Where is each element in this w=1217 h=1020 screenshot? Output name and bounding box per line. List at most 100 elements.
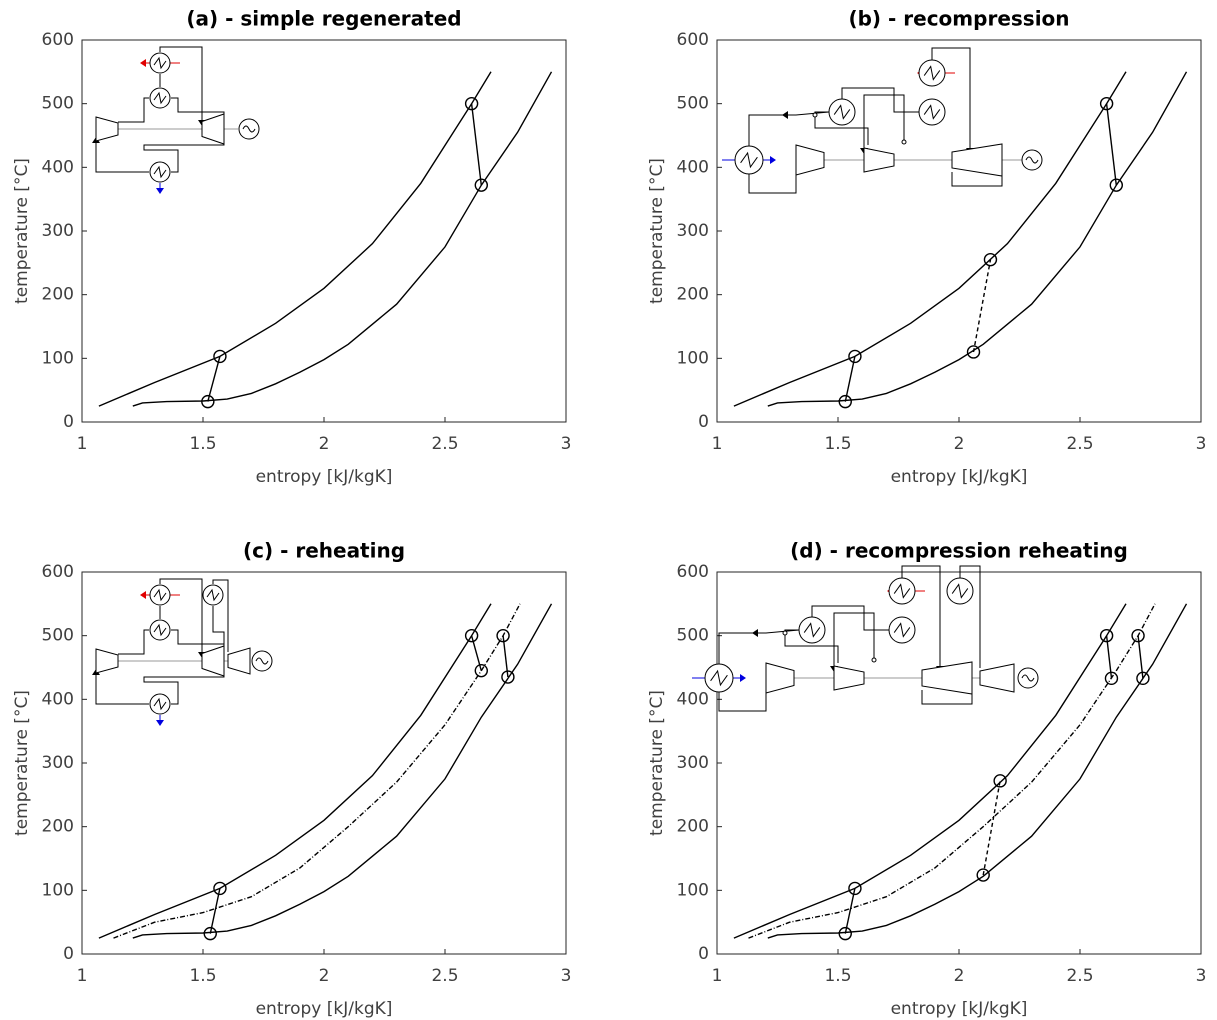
state-point <box>1099 96 1114 111</box>
y-tick-label: 600 <box>42 562 74 582</box>
series-line <box>502 635 509 678</box>
turbine <box>201 645 225 677</box>
turbine <box>921 661 973 695</box>
plot-area <box>716 571 1202 955</box>
state-point <box>213 881 227 896</box>
state-point <box>464 628 479 643</box>
y-tick-label: 300 <box>677 753 709 773</box>
x-tick-label: 2 <box>319 434 330 454</box>
x-tick-label: 1 <box>77 966 88 986</box>
series-line <box>972 259 992 353</box>
heat-exchanger-coil <box>153 91 167 105</box>
x-tick-label: 1 <box>712 966 723 986</box>
state-point <box>496 628 510 643</box>
pipe <box>748 172 797 194</box>
state-point <box>501 670 515 684</box>
turbine <box>979 663 1015 693</box>
cycle-schematic <box>692 565 1039 712</box>
flow-arrow <box>156 188 164 194</box>
y-tick-label: 0 <box>698 944 709 964</box>
x-axis-label: entropy [kJ/kgK] <box>891 999 1028 1019</box>
x-tick-label: 2 <box>954 966 965 986</box>
y-tick-label: 500 <box>42 626 74 646</box>
series-line <box>844 356 856 402</box>
compressor <box>95 648 119 674</box>
y-axis-label: temperature [°C] <box>647 690 667 836</box>
heat-exchanger-coil <box>710 669 728 687</box>
y-tick-label: 200 <box>677 817 709 837</box>
pipe <box>95 140 149 173</box>
state-point <box>474 178 488 192</box>
pipe <box>118 97 149 123</box>
turbine <box>951 143 1003 177</box>
series-line <box>733 71 1127 407</box>
flow-arrow <box>140 59 146 67</box>
x-axis-label: entropy [kJ/kgK] <box>256 999 393 1019</box>
state-point <box>201 394 215 409</box>
series-line <box>132 603 553 939</box>
junction <box>812 112 818 118</box>
generator-symbol <box>1025 156 1039 164</box>
heat-exchanger-coil <box>206 588 220 602</box>
generator-symbol <box>1021 674 1035 682</box>
pipe <box>159 46 203 122</box>
pipe <box>931 47 971 150</box>
pipe <box>143 97 225 173</box>
x-tick-label: 1.5 <box>824 966 851 986</box>
state-point <box>1109 178 1124 192</box>
y-axis-label: temperature [°C] <box>12 158 32 304</box>
y-tick-label: 600 <box>677 30 709 50</box>
state-point <box>976 868 990 882</box>
state-point <box>203 926 217 941</box>
pipe <box>951 172 1003 187</box>
cycle-schematic <box>722 47 1043 194</box>
junction <box>871 657 877 663</box>
state-point <box>838 926 852 941</box>
chart-title: (d) - recompression reheating <box>790 539 1128 563</box>
junction <box>901 139 907 145</box>
series-line <box>1105 103 1117 186</box>
heat-exchanger-coil <box>153 56 167 70</box>
pipe <box>748 111 830 146</box>
x-tick-label: 2 <box>954 434 965 454</box>
x-tick-label: 2.5 <box>431 434 458 454</box>
x-tick-label: 1.5 <box>824 434 851 454</box>
series-line <box>748 603 1156 939</box>
series-line <box>98 71 492 407</box>
x-tick-label: 1 <box>77 434 88 454</box>
flow-arrow <box>782 111 788 119</box>
series-line <box>1137 635 1144 679</box>
y-axis-label: temperature [°C] <box>647 158 667 304</box>
heat-exchanger-coil <box>893 622 911 638</box>
series-line <box>767 71 1188 407</box>
y-tick-label: 600 <box>677 562 709 582</box>
y-tick-label: 400 <box>677 689 709 709</box>
heat-exchanger-coil <box>803 622 821 638</box>
heat-exchanger-coil <box>153 588 167 602</box>
y-tick-label: 600 <box>42 30 74 50</box>
heat-exchanger-coil <box>951 583 969 599</box>
chart-title: (b) - recompression <box>848 7 1069 31</box>
x-tick-label: 3 <box>1196 434 1207 454</box>
plot-area <box>716 39 1202 423</box>
turbine <box>227 647 251 675</box>
series-line <box>844 888 856 934</box>
y-tick-label: 200 <box>42 817 74 837</box>
y-tick-label: 400 <box>42 689 74 709</box>
compressor <box>765 662 795 694</box>
x-tick-label: 3 <box>1196 966 1207 986</box>
x-axis-label: entropy [kJ/kgK] <box>891 467 1028 487</box>
pipe <box>718 690 767 712</box>
generator-symbol <box>242 125 256 133</box>
heat-exchanger-coil <box>923 65 941 81</box>
state-point <box>464 96 479 111</box>
pipe <box>212 579 229 652</box>
state-point <box>993 774 1007 788</box>
y-tick-label: 100 <box>42 348 74 368</box>
junction <box>782 630 788 636</box>
pipe <box>212 606 225 650</box>
series-line <box>113 603 521 939</box>
x-tick-label: 1.5 <box>189 966 216 986</box>
series-line <box>207 356 221 402</box>
y-tick-label: 300 <box>42 753 74 773</box>
